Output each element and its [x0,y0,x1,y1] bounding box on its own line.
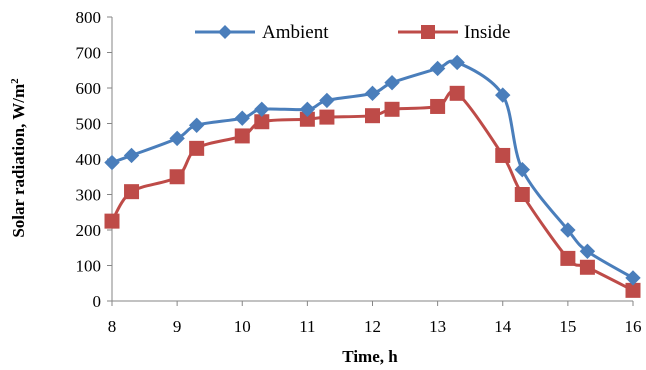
x-tick-label: 11 [299,317,315,336]
data-point-ambient [625,270,641,286]
data-point-inside [124,184,140,200]
data-point-inside [495,147,511,163]
series-inside [104,85,641,298]
data-point-inside [104,213,120,229]
x-tick-label: 15 [559,317,576,336]
x-tick-label: 12 [364,317,381,336]
data-point-inside [365,108,380,124]
data-point-ambient [364,85,381,102]
data-point-ambient [104,154,120,171]
y-tick-label: 300 [76,186,102,205]
data-point-ambient [384,74,400,91]
data-point-inside [384,101,400,117]
data-point-ambient [560,222,576,238]
x-tick-label: 8 [108,317,117,336]
data-point-inside [234,128,250,144]
data-point-ambient [495,87,511,103]
y-axis-title: Solar radiation, W/m2 [9,78,28,238]
y-tick-label: 600 [76,79,102,98]
data-point-ambient [319,92,335,109]
x-tick-label: 14 [494,317,512,336]
y-axis-title-superscript: 2 [9,78,21,84]
x-tick-label: 10 [234,317,251,336]
data-point-inside [579,259,595,275]
series-ambient [104,54,641,286]
data-point-ambient [169,130,185,147]
data-point-ambient [234,110,250,126]
legend-ambient-marker [218,25,232,39]
legend-inside-marker [421,25,435,39]
data-point-ambient [579,243,596,260]
x-axis-title: Time, h [342,347,398,366]
data-point-ambient [429,60,446,77]
data-point-ambient [449,54,465,71]
data-point-inside [319,109,335,125]
data-point-ambient [514,161,530,178]
x-tick-label: 9 [173,317,182,336]
legend-inside-label: Inside [464,22,510,43]
series-layer [104,54,641,298]
data-point-inside [560,250,576,266]
y-tick-label: 400 [76,150,102,169]
data-point-inside [430,98,446,114]
data-point-ambient [123,147,140,164]
data-point-ambient [188,117,205,133]
data-point-inside [189,140,205,156]
y-tick-label: 0 [93,292,102,311]
data-point-inside [514,187,530,202]
data-point-inside [449,85,465,101]
y-tick-label: 100 [76,257,102,276]
y-tick-label: 500 [76,115,102,134]
legend: Ambient Inside [195,22,510,43]
tick-marks: 0 100 200 300 400 500 600 700 800 8 9 10 11 12 13 14 15 1… [76,8,642,336]
y-tick-label: 200 [76,221,102,240]
data-point-ambient [299,101,316,118]
y-tick-label: 800 [76,8,102,27]
legend-ambient-label: Ambient [262,22,329,43]
x-tick-label: 16 [625,317,642,336]
axes [111,17,633,302]
x-tick-label: 13 [429,317,446,336]
y-axis-title-main: Solar radiation, W/m [9,84,28,238]
data-point-inside [169,169,185,185]
y-tick-label: 700 [76,44,102,63]
data-point-ambient [254,101,270,118]
